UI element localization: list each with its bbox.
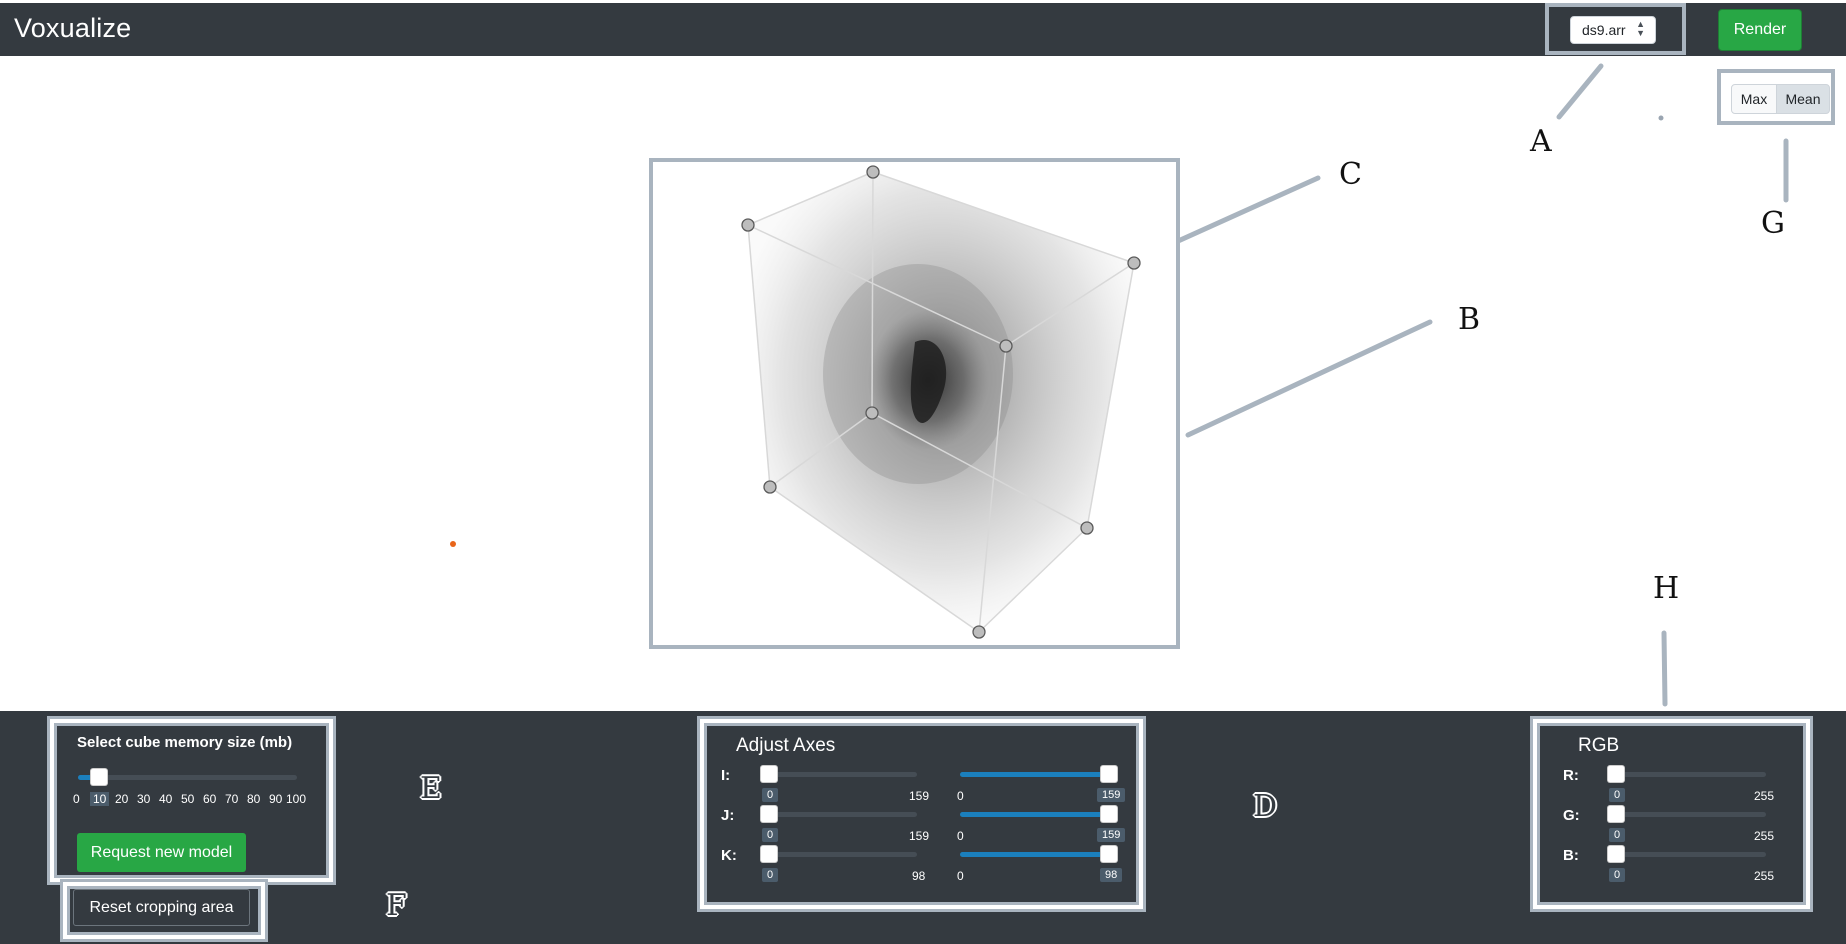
axis-i-max-track[interactable] xyxy=(960,772,1110,777)
axis-j-max-track[interactable] xyxy=(960,812,1110,817)
rgb-b-label: B: xyxy=(1563,847,1579,864)
rgb-r-thumb[interactable] xyxy=(1608,766,1624,782)
adjust-axes-panel xyxy=(700,719,1143,909)
rgb-b-thumb[interactable] xyxy=(1608,846,1624,862)
mean-projection-button[interactable]: Mean xyxy=(1776,84,1830,114)
callout-label-c: C xyxy=(1339,157,1362,192)
axis-j-min-max: 159 xyxy=(909,829,930,843)
updown-caret-icon: ▲ ▼ xyxy=(1636,19,1645,38)
callout-box-a xyxy=(1545,3,1686,55)
volume-render-canvas[interactable] xyxy=(653,162,1176,645)
top-navbar xyxy=(0,3,1846,56)
rgb-g-label: G: xyxy=(1563,807,1580,824)
rgb-g-thumb[interactable] xyxy=(1608,806,1624,822)
rgb-g-max: 255 xyxy=(1754,829,1775,843)
crop-handles[interactable] xyxy=(741,165,1141,639)
axis-j-max-thumb[interactable] xyxy=(1101,806,1117,822)
memory-panel-title: Select cube memory size (mb) xyxy=(77,734,293,751)
callout-label-a: A xyxy=(1530,124,1552,159)
tick-label: 50 xyxy=(181,792,195,806)
rgb-panel xyxy=(1533,719,1810,909)
axis-k-min-value: 0 xyxy=(762,868,779,882)
callout-label-d: D xyxy=(1253,789,1278,824)
rgb-r-track[interactable] xyxy=(1616,772,1766,777)
callout-label-f: F xyxy=(386,888,407,923)
memory-slider-track[interactable] xyxy=(78,775,297,780)
axis-i-min-max: 159 xyxy=(909,789,930,803)
max-projection-button[interactable]: Max xyxy=(1731,84,1777,114)
memory-slider-thumb[interactable] xyxy=(91,769,107,785)
axis-j-max-min: 0 xyxy=(957,829,964,843)
axis-i-max-thumb[interactable] xyxy=(1101,766,1117,782)
rgb-r-value: 0 xyxy=(1609,788,1626,802)
axis-i-max-min: 0 xyxy=(957,789,964,803)
adjust-axes-title: Adjust Axes xyxy=(736,735,836,756)
callout-label-e: E xyxy=(420,771,442,806)
tick-label: 0 xyxy=(73,792,80,806)
tick-label: 70 xyxy=(225,792,239,806)
dataset-file-value: ds9.arr xyxy=(1582,22,1626,38)
tick-label: 60 xyxy=(203,792,217,806)
axis-k-min-max: 98 xyxy=(912,869,926,883)
axis-j-min-value: 0 xyxy=(762,828,779,842)
rgb-b-value: 0 xyxy=(1609,868,1626,882)
axis-i-label: I: xyxy=(721,767,731,784)
axis-k-max-thumb[interactable] xyxy=(1101,846,1117,862)
axis-k-max-value: 98 xyxy=(1100,868,1123,882)
rgb-b-max: 255 xyxy=(1754,869,1775,883)
tick-label: 40 xyxy=(159,792,173,806)
axis-j-label: J: xyxy=(721,807,735,824)
axis-i-min-track[interactable] xyxy=(767,772,917,777)
rgb-g-track[interactable] xyxy=(1616,812,1766,817)
rgb-r-max: 255 xyxy=(1754,789,1775,803)
axis-i-min-thumb[interactable] xyxy=(761,766,777,782)
tick-label: 30 xyxy=(137,792,151,806)
axis-i-max-value: 159 xyxy=(1097,788,1126,802)
tick-label: 80 xyxy=(247,792,261,806)
rgb-g-value: 0 xyxy=(1609,828,1626,842)
rgb-b-track[interactable] xyxy=(1616,852,1766,857)
tick-label: 20 xyxy=(115,792,129,806)
axis-j-max-value: 159 xyxy=(1097,828,1126,842)
memory-slider-fill xyxy=(78,775,99,780)
tick-label: 100 xyxy=(286,792,307,806)
axis-j-min-thumb[interactable] xyxy=(761,806,777,822)
reset-cropping-button[interactable]: Reset cropping area xyxy=(73,889,250,926)
tick-label-selected: 10 xyxy=(90,792,110,806)
callout-box-g xyxy=(1717,69,1835,125)
axis-j-min-track[interactable] xyxy=(767,812,917,817)
bounding-box-edges xyxy=(747,171,1135,633)
tick-label: 90 xyxy=(269,792,283,806)
request-new-model-button[interactable]: Request new model xyxy=(77,833,246,872)
axis-k-label: K: xyxy=(721,847,737,864)
axis-k-max-min: 0 xyxy=(957,869,964,883)
render-button[interactable]: Render xyxy=(1718,9,1802,51)
axis-k-min-track[interactable] xyxy=(767,852,917,857)
axis-k-max-track[interactable] xyxy=(960,852,1110,857)
callout-label-h: H xyxy=(1653,571,1680,606)
rgb-r-label: R: xyxy=(1563,767,1579,784)
memory-panel xyxy=(50,719,333,882)
callout-label-b: B xyxy=(1458,302,1481,337)
callout-box-f xyxy=(63,882,265,939)
axis-i-min-value: 0 xyxy=(762,788,779,802)
axis-k-min-thumb[interactable] xyxy=(761,846,777,862)
dataset-file-select[interactable]: ds9.arr ▲ ▼ xyxy=(1570,16,1656,44)
callout-label-g: G xyxy=(1761,206,1785,241)
rgb-title: RGB xyxy=(1578,735,1620,756)
app-title: Voxualize xyxy=(14,13,132,43)
